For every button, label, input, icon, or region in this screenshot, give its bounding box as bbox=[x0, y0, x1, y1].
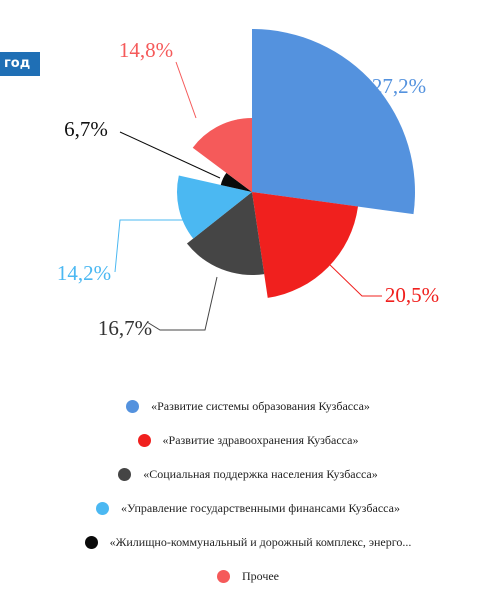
pie-slice bbox=[192, 118, 252, 192]
legend-item[interactable]: «Развитие системы образования Кузбасса» bbox=[0, 392, 496, 420]
pie-slice bbox=[177, 175, 252, 239]
legend-swatch bbox=[118, 467, 132, 481]
pie-slice bbox=[186, 192, 265, 276]
legend-label: Прочее bbox=[241, 568, 280, 583]
pie-chart: 27,2% 20,5% 16,7% 14,2% 6,7% 14,8% bbox=[57, 29, 439, 340]
legend-swatch bbox=[137, 433, 151, 447]
slice-value-label: 14,8% bbox=[119, 38, 173, 62]
value-labels-layer: 27,2% 20,5% 16,7% 14,2% 6,7% 14,8% bbox=[57, 38, 439, 340]
leader-line bbox=[326, 261, 382, 297]
legend-swatch bbox=[216, 569, 230, 583]
slices-layer bbox=[177, 29, 415, 298]
leader-lines-layer bbox=[114, 61, 382, 331]
legend-label: «Жилищно-коммунальный и дорожный комплек… bbox=[109, 534, 412, 549]
year-badge: год bbox=[0, 52, 40, 76]
legend-swatch bbox=[96, 501, 110, 515]
legend-item[interactable]: «Управление государственными финансами К… bbox=[0, 494, 496, 522]
leader-line bbox=[119, 131, 221, 179]
slice-value-label: 16,7% bbox=[98, 316, 152, 340]
legend-swatch bbox=[126, 399, 140, 413]
slice-value-label: 14,2% bbox=[57, 261, 111, 285]
leader-line bbox=[146, 276, 218, 331]
pie-slice bbox=[252, 29, 415, 215]
legend-swatch bbox=[84, 535, 98, 549]
slice-value-label: 6,7% bbox=[64, 117, 108, 141]
legend-item[interactable]: Прочее bbox=[0, 562, 496, 590]
legend: «Развитие системы образования Кузбасса» «… bbox=[0, 392, 496, 590]
legend-label: «Развитие здравоохранения Кузбасса» bbox=[162, 432, 359, 447]
legend-label: «Управление государственными финансами К… bbox=[121, 500, 400, 515]
pie-slice bbox=[252, 192, 358, 298]
legend-item[interactable]: «Жилищно-коммунальный и дорожный комплек… bbox=[0, 528, 496, 556]
leader-line bbox=[114, 219, 186, 273]
leader-line bbox=[175, 61, 197, 119]
legend-label: «Развитие системы образования Кузбасса» bbox=[151, 398, 370, 413]
legend-label: «Социальная поддержка населения Кузбасса… bbox=[143, 466, 378, 481]
slice-value-label: 27,2% bbox=[372, 74, 426, 98]
legend-item[interactable]: «Социальная поддержка населения Кузбасса… bbox=[0, 460, 496, 488]
pie-slice bbox=[220, 172, 252, 192]
slice-value-label: 20,5% bbox=[385, 283, 439, 307]
legend-item[interactable]: «Развитие здравоохранения Кузбасса» bbox=[0, 426, 496, 454]
